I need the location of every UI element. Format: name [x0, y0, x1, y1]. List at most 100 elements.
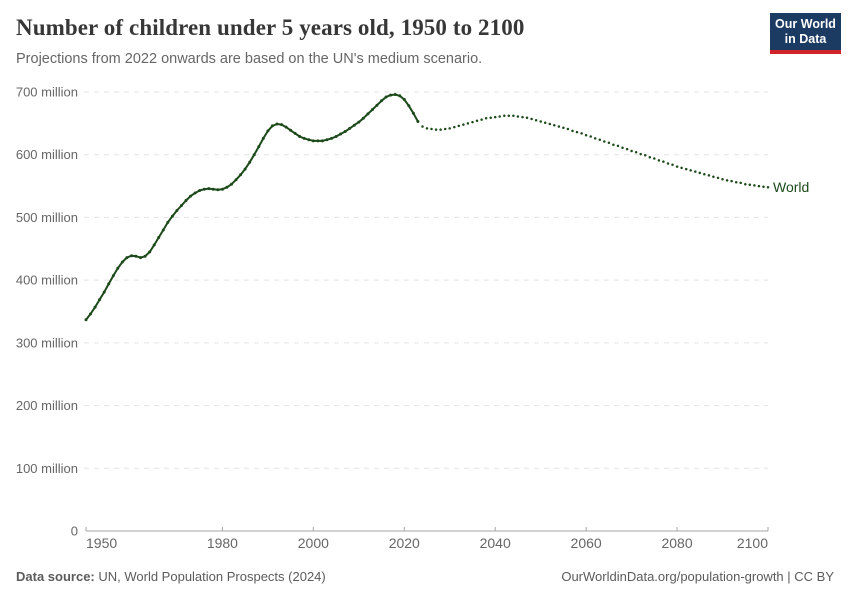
series-point-marker: [384, 95, 388, 99]
series-point-marker: [134, 254, 138, 258]
series-point-marker: [343, 130, 347, 133]
series-projection-dot: [707, 174, 711, 177]
series-point-marker: [293, 131, 297, 135]
series-point-marker: [352, 123, 356, 127]
series-projection-dot: [443, 127, 447, 131]
series-point-marker: [375, 103, 379, 107]
series-point-marker: [202, 187, 206, 191]
series-projection-dot: [498, 115, 501, 118]
x-axis-tick-label: 2080: [661, 535, 692, 551]
series-point-marker: [170, 214, 174, 218]
series-projection-dot: [521, 115, 524, 119]
series-point-marker: [234, 178, 238, 182]
series-point-marker: [216, 188, 220, 192]
series-projection-dot: [666, 162, 670, 165]
series-point-marker: [198, 189, 202, 192]
series-point-marker: [361, 116, 365, 120]
series-projection-dot: [507, 114, 511, 118]
data-source-label: Data source:: [16, 569, 95, 584]
series-projection-dot: [757, 184, 761, 188]
series-projection-dot: [566, 127, 570, 131]
series-point-marker: [380, 99, 383, 103]
series-projection-dot: [471, 120, 474, 124]
series-point-marker: [348, 126, 352, 130]
data-source-text: UN, World Population Prospects (2024): [94, 569, 326, 584]
series-projection-dot: [598, 138, 602, 141]
series-projection-dot: [421, 125, 424, 128]
series-point-marker: [84, 318, 88, 322]
series-point-marker: [284, 125, 288, 129]
series-projection-dot: [553, 123, 556, 127]
x-axis-tick-label: 2020: [389, 535, 420, 551]
series-point-marker: [275, 122, 279, 126]
series-projection-dot: [621, 146, 624, 150]
series-projection-dot: [607, 141, 611, 145]
series-projection-dot: [716, 176, 720, 180]
x-axis-tick-label: 1980: [207, 535, 238, 551]
x-axis-tick-label: 2100: [737, 535, 768, 551]
series-point-marker: [180, 204, 183, 207]
series-point-marker: [370, 108, 374, 112]
plot-area[interactable]: [86, 92, 768, 531]
owid-logo[interactable]: Our World in Data: [770, 13, 841, 54]
series-point-marker: [111, 274, 115, 278]
series-point-marker: [152, 243, 156, 247]
series-projection-dot: [753, 184, 756, 187]
series-projection-dot: [584, 134, 588, 137]
series-projection-dot: [562, 126, 565, 129]
series-projection-dot: [480, 118, 483, 121]
series-point-marker: [225, 185, 229, 189]
series-projection-dot: [453, 125, 456, 129]
series-point-marker: [320, 139, 324, 143]
series-point-marker: [334, 135, 338, 138]
series-point-marker: [248, 160, 252, 164]
series-projection-dot: [648, 155, 652, 159]
series-point-marker: [325, 138, 329, 142]
series-projection-dot: [580, 132, 583, 135]
x-axis-tick-label: 2040: [480, 535, 511, 551]
series-projection-dot: [571, 129, 574, 133]
series-point-marker: [266, 129, 270, 133]
y-axis-tick-label: 700 million: [16, 85, 78, 100]
series-point-marker: [398, 94, 402, 98]
y-axis-tick-label: 300 million: [16, 335, 78, 350]
series-point-marker: [193, 191, 197, 195]
series-projection-dot: [766, 186, 770, 189]
series-projection-dot: [643, 154, 647, 157]
x-axis-tick-label: 2000: [298, 535, 329, 551]
series-projection-dot: [698, 171, 702, 175]
series-point-marker: [139, 256, 143, 260]
series-point-marker: [175, 209, 179, 212]
series-projection-dot: [434, 128, 438, 131]
series-point-marker: [289, 128, 293, 132]
series-point-marker: [184, 199, 188, 202]
series-point-marker: [393, 93, 397, 96]
series-projection-dot: [721, 177, 724, 181]
entity-label[interactable]: World: [773, 179, 810, 195]
attribution-link[interactable]: OurWorldinData.org/population-growth | C…: [561, 569, 834, 584]
series-projection-dot: [630, 149, 633, 153]
series-projection-dot: [734, 181, 738, 184]
series-point-marker: [257, 145, 261, 149]
y-axis-tick-label: 0: [71, 524, 78, 539]
series-projection-dot: [512, 114, 515, 118]
chart-footer: Data source: UN, World Population Prospe…: [16, 569, 834, 584]
series-point-marker: [330, 136, 333, 140]
series-projection-dot: [762, 185, 765, 188]
series-point-marker: [270, 124, 274, 128]
series-point-marker: [302, 136, 306, 140]
series-point-marker: [130, 254, 133, 258]
y-axis-tick-label: 600 million: [16, 147, 78, 162]
series-point-marker: [230, 182, 233, 186]
y-axis-tick-label: 200 million: [16, 398, 78, 413]
series-point-marker: [239, 173, 243, 177]
series-point-marker: [402, 98, 406, 101]
series-point-marker: [339, 132, 343, 136]
series-point-marker: [407, 104, 411, 108]
series-projection-dot: [739, 181, 742, 185]
series-projection-dot: [557, 125, 561, 128]
series-point-marker: [211, 187, 215, 191]
series-projection-dot: [634, 150, 638, 154]
series-projection-dot: [457, 124, 461, 128]
series-projection-dot: [730, 179, 733, 183]
